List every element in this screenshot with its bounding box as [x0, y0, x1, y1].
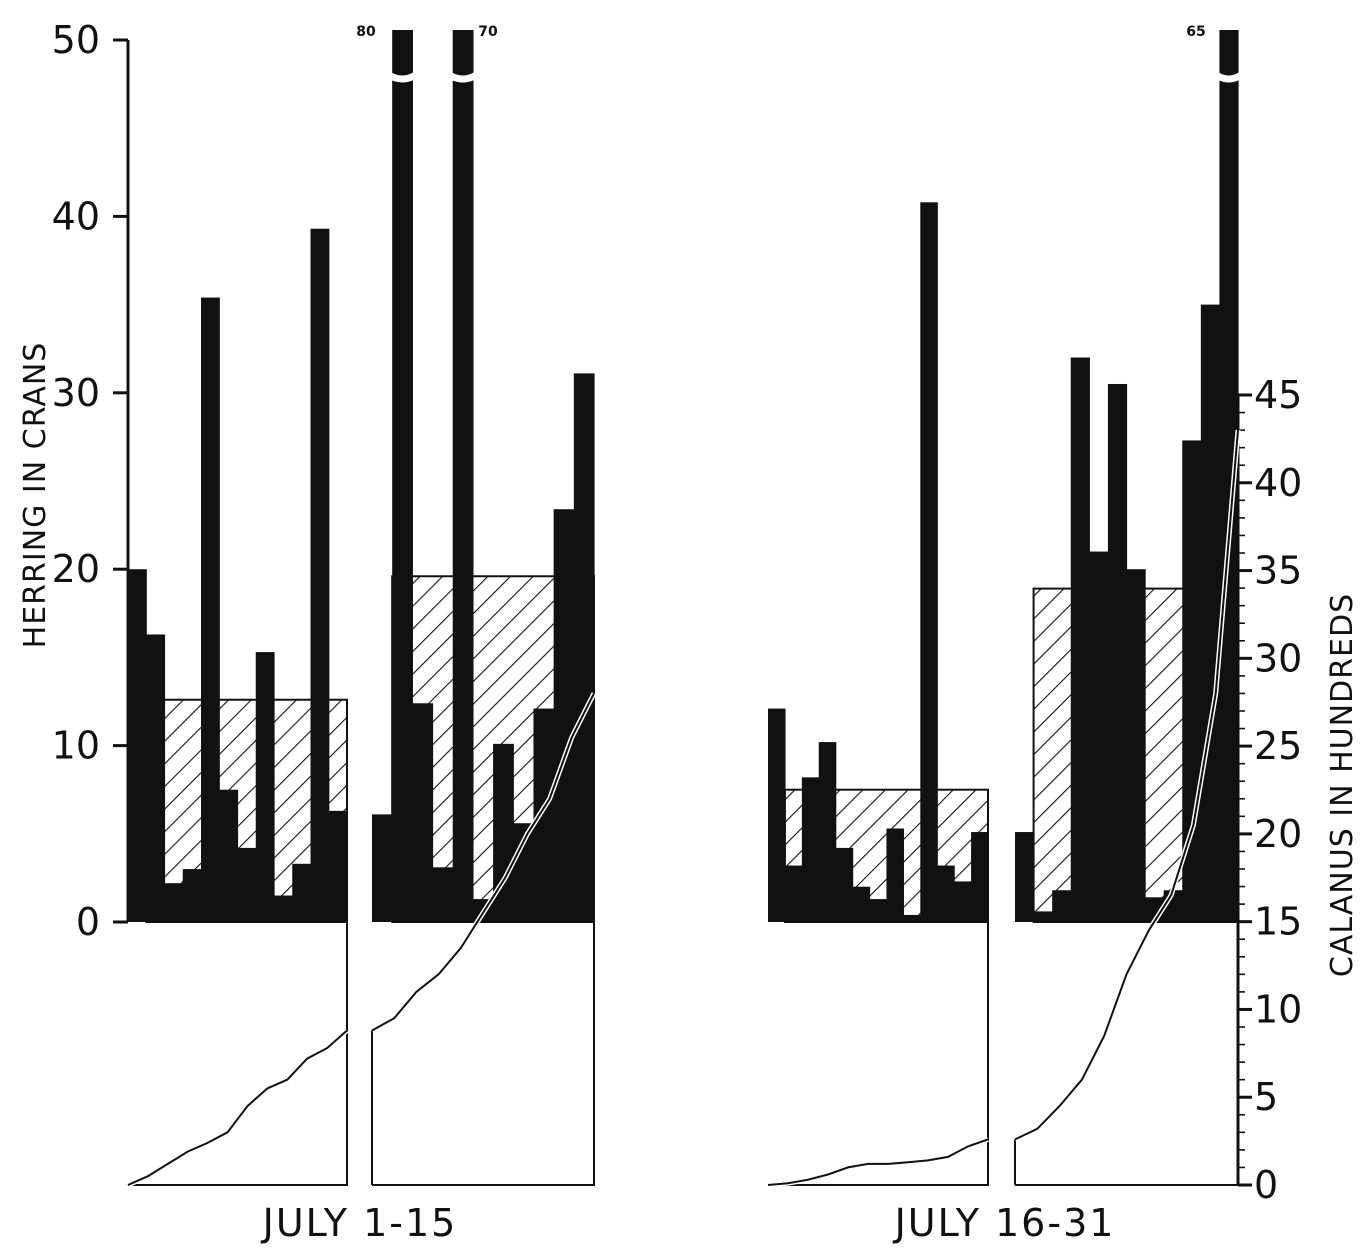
- herring-bar: [954, 881, 972, 922]
- herring-bar: [493, 743, 514, 922]
- herring-bar: [903, 914, 921, 922]
- herring-bar: [255, 652, 275, 922]
- left-tick-label: 40: [52, 194, 100, 238]
- herring-bar: [852, 886, 871, 922]
- herring-bar: [1015, 832, 1035, 922]
- break-value-label: 65: [1186, 24, 1205, 40]
- herring-bar: [412, 703, 434, 922]
- calanus-frame: [128, 922, 348, 1186]
- herring-bar: [886, 828, 904, 922]
- right-tick-label: 5: [1254, 1075, 1278, 1119]
- right-tick-label: 40: [1254, 461, 1302, 505]
- calanus-cumulative-curve: [767, 1138, 989, 1186]
- herring-bar: [201, 297, 220, 922]
- right-tick-label: 25: [1254, 724, 1302, 768]
- right-axis-label: CALANUS IN HUNDREDS: [1325, 593, 1360, 977]
- calanus-cumulative-curve: [371, 692, 595, 1032]
- right-tick-label: 10: [1254, 987, 1302, 1031]
- herring-bar: [937, 865, 955, 922]
- herring-bar: [372, 814, 393, 922]
- axis-break-mark: [379, 67, 425, 83]
- period-label-july-16-31: JULY 16-31: [893, 1201, 1116, 1245]
- herring-bar: [146, 634, 166, 922]
- calanus-curves: [126, 429, 1241, 1188]
- herring-bar: [452, 30, 474, 922]
- herring-bar: [784, 865, 803, 922]
- herring-bar: [237, 847, 257, 922]
- herring-bar: [801, 777, 820, 922]
- herring-bar: [573, 373, 595, 922]
- herring-bar: [1052, 890, 1072, 922]
- left-axis-label: HERRING IN CRANS: [18, 342, 53, 649]
- herring-bar: [310, 228, 330, 923]
- calanus-frame: [372, 922, 595, 1186]
- left-tick-label: 0: [76, 900, 100, 944]
- herring-bar: [553, 509, 575, 922]
- right-tick-label: 45: [1254, 373, 1302, 417]
- axis-break-mark: [440, 67, 486, 83]
- herring-bar: [392, 30, 413, 922]
- axis-break-mark: [1207, 67, 1250, 83]
- herring-bar: [533, 708, 555, 922]
- herring-bar: [1033, 911, 1053, 922]
- right-tick-label: 30: [1254, 636, 1302, 680]
- left-tick-label: 30: [52, 371, 100, 415]
- break-value-label: 70: [478, 24, 498, 40]
- right-tick-label: 15: [1254, 900, 1302, 944]
- herring-bar: [274, 895, 293, 922]
- herring-bar: [1219, 30, 1239, 922]
- herring-bar: [1070, 357, 1090, 922]
- herring-bar: [1107, 383, 1128, 923]
- right-tick-label: 20: [1254, 812, 1302, 856]
- herring-bar: [292, 863, 312, 922]
- herring-bar: [869, 899, 888, 922]
- calanus-cumulative-curve: [127, 1029, 348, 1186]
- herring-bar: [768, 708, 786, 922]
- herring-bar: [182, 869, 202, 922]
- herring-bar: [971, 832, 989, 922]
- herring-bar: [328, 810, 348, 922]
- calanus-frame: [768, 922, 989, 1186]
- calanus-frame: [1015, 922, 1239, 1186]
- left-tick-label: 10: [52, 724, 100, 768]
- herring-bar: [164, 883, 184, 922]
- herring-bar: [432, 867, 454, 922]
- herring-bar: [1126, 569, 1146, 922]
- herring-bar: [920, 202, 938, 923]
- herring-bar: [818, 742, 837, 922]
- right-tick-label: 35: [1254, 549, 1302, 593]
- calanus-cumulative-curve: [1014, 430, 1239, 1141]
- herring-bar: [1200, 304, 1221, 923]
- calanus-curve-halo: [767, 1137, 989, 1188]
- calanus-curve-halo: [126, 1028, 349, 1188]
- left-tick-label: 20: [52, 547, 100, 591]
- period-label-july-1-15: JULY 1-15: [261, 1201, 458, 1245]
- herring-bar: [219, 789, 239, 922]
- herring-bar: [835, 847, 854, 922]
- left-tick-label: 50: [52, 18, 100, 62]
- right-tick-label: 0: [1254, 1163, 1278, 1207]
- right-axis: 0 5 10 15 20 25 30 35 40 45: [1236, 373, 1302, 1207]
- left-axis: 0 10 20 30 40 50: [52, 18, 130, 944]
- break-annotations: 80 70 65: [356, 24, 1205, 40]
- herring-bar: [128, 569, 147, 922]
- break-value-label: 80: [356, 24, 376, 40]
- herring-bar: [1089, 551, 1109, 922]
